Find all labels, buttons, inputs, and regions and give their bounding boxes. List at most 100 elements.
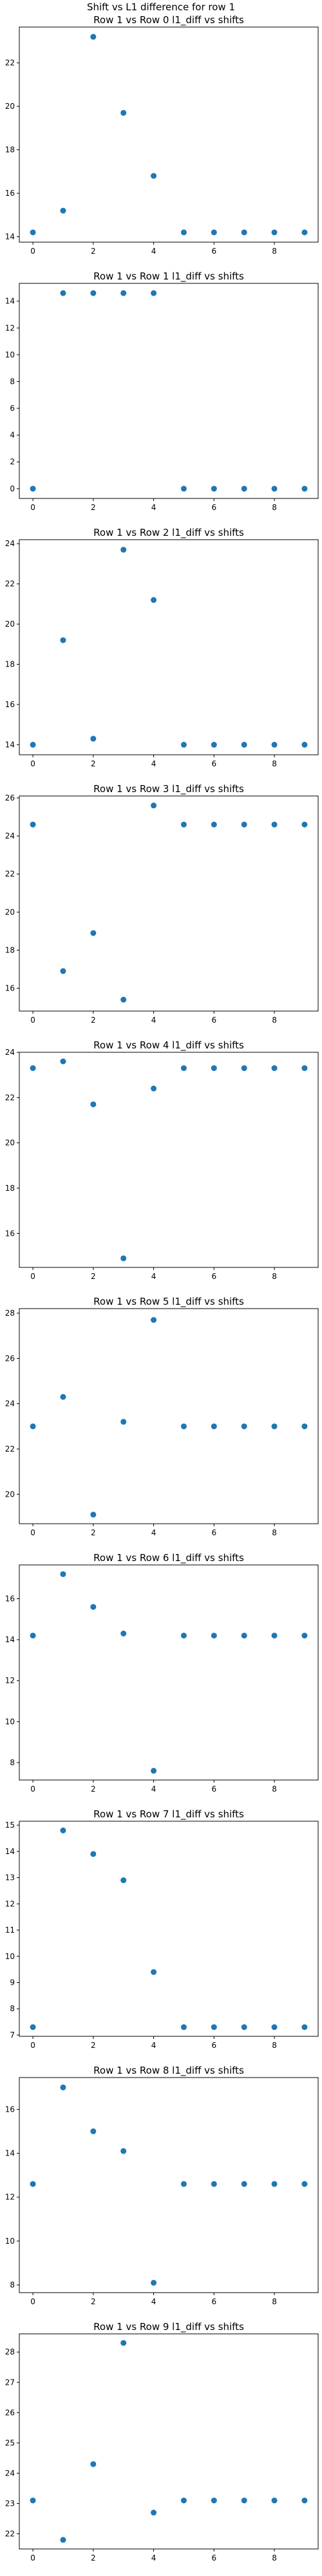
data-point [151,2510,157,2516]
y-tick-label: 16 [5,1229,15,1238]
x-tick-label: 2 [91,1785,96,1794]
subplot-1: Row 1 vs Row 1 l1_diff vs shifts 0 2 4 6 8 0 2 4… [5,270,319,512]
y-tick-label: 20 [5,1139,15,1148]
x-tick-label: 4 [151,2553,156,2562]
data-point [271,486,278,492]
y-tick-label: 10 [5,1952,15,1961]
data-point [120,290,127,296]
data-point [90,1511,97,1518]
x-tick-label: 2 [91,503,96,512]
subplot-6: Row 1 vs Row 6 l1_diff vs shifts 0 2 4 6 8 8 10… [5,1552,319,1794]
data-point [60,1058,66,1065]
data-point [120,1255,127,1262]
y-tick-label: 26 [5,2408,15,2417]
data-point [30,741,36,748]
y-tick-label: 9 [10,1978,15,1987]
x-tick-label: 8 [272,2297,277,2306]
data-point [180,486,187,492]
y-tick-label: 14 [5,1847,15,1856]
x-tick-label: 0 [30,2553,35,2562]
data-point [151,1085,157,1092]
x-tick-label: 0 [30,1272,35,1281]
data-point [90,2461,97,2467]
data-point [180,1423,187,1430]
y-tick-label: 24 [5,539,15,548]
x-tick-label: 0 [30,759,35,768]
x-tick-label: 4 [151,2297,156,2306]
y-tick-label: 23 [5,2499,15,2508]
y-tick-label: 11 [5,1926,15,1935]
data-point [90,1851,97,1857]
data-point [180,2497,187,2504]
y-tick-label: 12 [5,1899,15,1908]
x-tick-label: 8 [272,1528,277,1537]
data-point [301,2497,308,2504]
y-tick-label: 8 [10,2004,15,2013]
y-tick-label: 24 [5,1399,15,1408]
y-tick-label: 10 [5,350,15,359]
data-point [211,2497,217,2504]
x-tick-label: 2 [91,1016,96,1025]
data-point [60,1394,66,1400]
data-point [271,2181,278,2187]
x-tick-label: 6 [211,2553,216,2562]
data-point [151,290,157,296]
data-point [301,821,308,828]
figure-title: Shift vs L1 difference for row 1 [87,1,235,13]
data-point [301,486,308,492]
y-tick-label: 28 [5,1309,15,1318]
x-tick-label: 4 [151,1528,156,1537]
data-point [301,229,308,236]
data-point [120,547,127,553]
y-tick-label: 6 [10,404,15,413]
y-tick-label: 26 [5,793,15,802]
x-tick-label: 0 [30,1528,35,1537]
x-tick-label: 0 [30,1785,35,1794]
data-point [180,229,187,236]
y-tick-label: 25 [5,2438,15,2447]
data-point [120,2148,127,2154]
y-tick-label: 16 [5,984,15,993]
data-point [30,2497,36,2504]
y-tick-label: 22 [5,1093,15,1102]
y-tick-label: 12 [5,323,15,332]
data-point [301,1633,308,1639]
data-point [120,1631,127,1637]
data-point [30,1423,36,1430]
data-point [180,2024,187,2031]
data-point [211,486,217,492]
y-tick-label: 24 [5,2468,15,2477]
x-tick-label: 0 [30,1016,35,1025]
x-tick-label: 0 [30,247,35,256]
y-tick-label: 12 [5,1676,15,1685]
y-tick-label: 8 [10,1758,15,1767]
axes-frame [19,795,319,1012]
data-point [30,229,36,236]
x-tick-label: 4 [151,503,156,512]
data-point [211,1633,217,1639]
data-point [301,2024,308,2031]
data-point [120,109,127,116]
data-point [180,821,187,828]
y-tick-label: 16 [5,700,15,709]
x-tick-label: 2 [91,1272,96,1281]
x-tick-label: 8 [272,1785,277,1794]
subplot-8: Row 1 vs Row 8 l1_diff vs shifts 0 2 4 6 8 8 10… [5,2065,319,2306]
y-tick-label: 14 [5,740,15,749]
data-point [90,290,97,296]
data-point [271,1423,278,1430]
data-point [30,1633,36,1639]
data-point [271,229,278,236]
y-tick-label: 22 [5,869,15,878]
y-tick-label: 20 [5,907,15,916]
y-tick-label: 14 [5,232,15,242]
x-tick-label: 6 [211,1528,216,1537]
x-tick-label: 4 [151,2041,156,2050]
data-point [90,930,97,936]
y-tick-label: 12 [5,2193,15,2202]
subplot-7: Row 1 vs Row 7 l1_diff vs shifts 0 2 4 6 8 7 8 9… [5,1808,319,2050]
data-point [60,290,66,296]
data-point [241,1423,247,1430]
